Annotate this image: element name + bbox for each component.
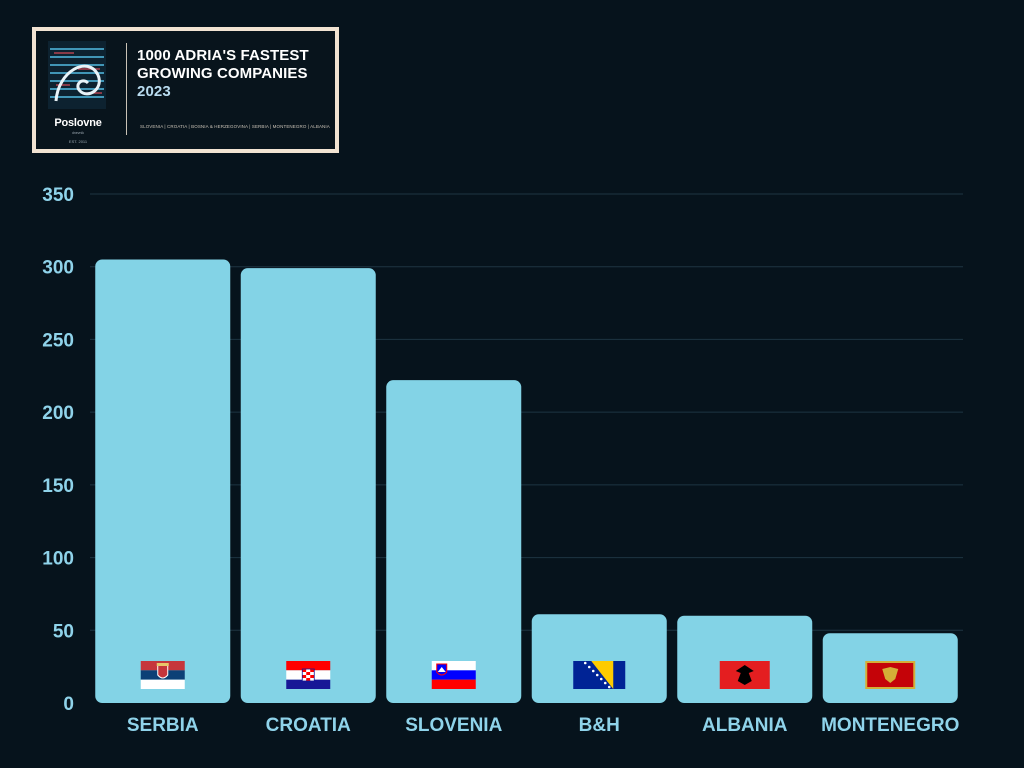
y-tick-label: 250 <box>42 330 74 351</box>
logo-panel: Poslovne dnevnik EST. 2011 1000 ADRIA'S … <box>36 31 335 149</box>
y-axis-ticks: 0 50 100 150 200 250 300 350 <box>42 185 74 715</box>
x-category-label: B&H <box>579 715 620 736</box>
brand-subtitle: dnevnik <box>71 131 85 135</box>
y-tick-label: 150 <box>42 476 74 497</box>
y-tick-label: 50 <box>53 621 74 642</box>
croatia-flag-icon <box>286 661 331 689</box>
bosnia-flag-icon <box>573 661 626 689</box>
brand-established: EST. 2011 <box>68 139 88 144</box>
title-line-2: GROWING COMPANIES <box>137 65 308 82</box>
bar-serbia <box>95 259 231 703</box>
x-category-label: MONTENEGRO <box>821 715 959 736</box>
brand-name: Poslovne <box>54 117 102 129</box>
bar-bh <box>531 614 667 703</box>
countries-line: SLOVENIA | CROATIA | BOSNIA & HERZEGOVIN… <box>140 124 330 129</box>
wave-logo-icon <box>48 41 106 109</box>
bar-albania <box>677 615 813 703</box>
albania-flag-icon <box>719 661 770 689</box>
y-tick-label: 100 <box>42 549 74 570</box>
logo-card: Poslovne dnevnik EST. 2011 1000 ADRIA'S … <box>32 27 339 153</box>
bars <box>95 259 958 703</box>
montenegro-flag-icon <box>865 661 916 689</box>
x-category-label: SLOVENIA <box>405 715 502 736</box>
x-category-label: ALBANIA <box>702 715 788 736</box>
bar-croatia <box>240 268 376 703</box>
y-tick-label: 200 <box>42 403 74 424</box>
serbia-flag-icon <box>140 661 185 689</box>
y-tick-label: 0 <box>63 694 74 715</box>
y-tick-label: 300 <box>42 258 74 279</box>
x-axis-labels: SERBIA CROATIA SLOVENIA B&H ALBANIA MONTENEGR… <box>127 715 960 736</box>
bar-slovenia <box>386 380 522 703</box>
slovenia-flag-icon <box>431 661 476 689</box>
y-tick-label: 350 <box>42 185 74 206</box>
logo-divider <box>126 43 127 135</box>
flags <box>140 661 916 689</box>
x-category-label: SERBIA <box>127 715 199 736</box>
x-category-label: CROATIA <box>266 715 351 736</box>
title-year: 2023 <box>137 83 171 100</box>
grid-lines <box>90 193 963 631</box>
title-line-1: 1000 ADRIA'S FASTEST <box>137 47 309 64</box>
